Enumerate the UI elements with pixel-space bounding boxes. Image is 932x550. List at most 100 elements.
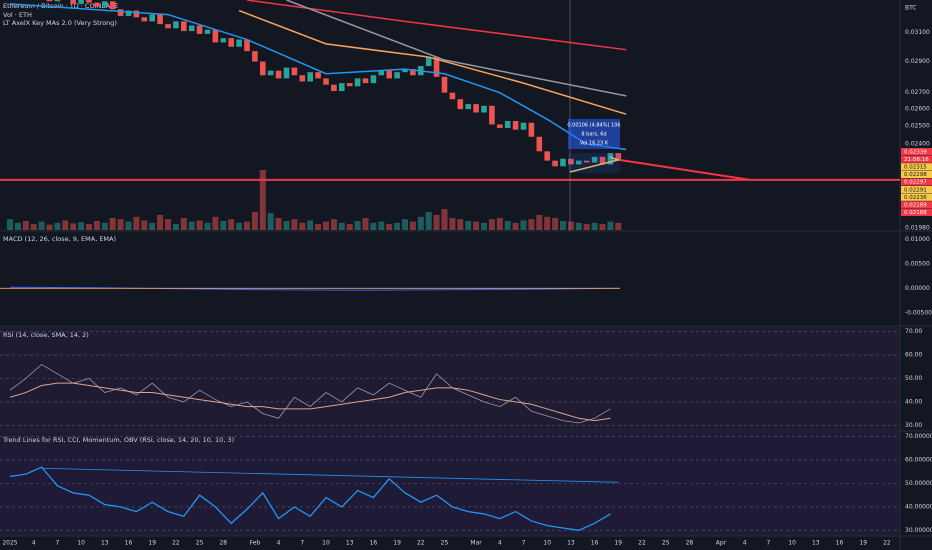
- time-label: 10: [77, 540, 85, 547]
- candle: [402, 69, 408, 73]
- candle: [410, 69, 416, 76]
- volume-bar: [196, 220, 203, 230]
- volume-bar: [575, 222, 582, 230]
- volume-bar: [425, 212, 432, 230]
- volume-bar: [54, 222, 61, 230]
- rsi-title: RSI (14, close, SMA, 14, 2): [3, 331, 89, 339]
- vol-label: Vol · ETH: [3, 11, 32, 19]
- candle: [354, 78, 361, 87]
- volume-bar: [488, 219, 495, 230]
- candle: [70, 0, 76, 4]
- time-label: 22: [638, 540, 646, 547]
- price-tag: [901, 178, 932, 186]
- price-tick: 0.02600: [905, 106, 930, 113]
- ma-label: LT AxelX Key MAs 2.0 (Very Strong): [3, 19, 117, 27]
- volume-bar: [346, 224, 353, 230]
- candle: [283, 67, 290, 79]
- price-tick: 0.02900: [905, 58, 930, 65]
- candle: [576, 160, 582, 165]
- time-label: 4: [498, 540, 502, 547]
- volume-bar: [7, 219, 13, 230]
- candle: [370, 75, 377, 84]
- currency: BTC: [905, 5, 917, 12]
- volume-bar: [46, 224, 53, 230]
- time-label: 16: [370, 540, 378, 547]
- pane-tick: 60.00000: [905, 457, 932, 464]
- volume-bar: [180, 218, 187, 230]
- candle: [54, 0, 61, 2]
- volume-bar: [62, 220, 69, 230]
- candle: [457, 99, 464, 110]
- volume-bar: [433, 215, 440, 230]
- volume-bar: [441, 209, 448, 230]
- volume-bar: [560, 221, 566, 230]
- price-tag-label: 0.02189: [904, 203, 927, 209]
- volume-bar: [283, 221, 290, 230]
- macd-title: MACD (12, 26, close, 9, EMA, EMA): [3, 235, 116, 243]
- time-label: 28: [219, 540, 227, 547]
- volume-bar: [228, 219, 235, 230]
- candle: [544, 151, 550, 161]
- volume-bar: [93, 221, 100, 230]
- price-tag-label: 21:08:16: [904, 157, 929, 163]
- candle: [615, 153, 622, 161]
- candle: [125, 10, 132, 16]
- candle: [497, 124, 503, 128]
- candle: [552, 160, 558, 167]
- time-label: 7: [55, 540, 59, 547]
- price-tag: [901, 155, 932, 163]
- candle: [425, 57, 432, 67]
- volume-bar: [409, 221, 416, 230]
- time-label: Apr: [716, 540, 727, 547]
- volume-bar: [188, 221, 195, 230]
- price-tag-label: 0.02339: [904, 149, 927, 155]
- pane-tick: 70.00: [905, 328, 922, 335]
- trend-line: [619, 159, 751, 181]
- pane-tick: 40.00: [905, 398, 922, 405]
- candle: [599, 156, 606, 165]
- volume-bar: [615, 222, 622, 230]
- moving-average: [9, 3, 627, 151]
- measure-box: [568, 119, 620, 149]
- volume-bar: [275, 218, 282, 230]
- measure-text: 0.00106 (4.84%) 106: [567, 123, 620, 129]
- candle: [299, 75, 306, 82]
- candle: [323, 78, 329, 85]
- candle: [481, 105, 487, 113]
- volume-bar: [117, 219, 124, 230]
- time-label: 13: [101, 540, 109, 547]
- volume-bar: [481, 222, 487, 230]
- volume-bar: [607, 221, 614, 230]
- candle: [102, 1, 108, 7]
- candle: [473, 104, 479, 113]
- volume-bar: [386, 224, 393, 230]
- candle: [528, 122, 535, 137]
- time-label: 4: [743, 540, 747, 547]
- price-tag: [901, 148, 932, 156]
- volume-bar: [567, 221, 574, 230]
- pane-tick: 30.00000: [905, 527, 932, 534]
- symbol: Ethereum / Bitcoin · 1D · COINBASE: [3, 2, 118, 10]
- volume-bar: [14, 222, 21, 230]
- rsi-ma: [9, 382, 611, 422]
- candle: [157, 14, 163, 25]
- volume-bar: [149, 222, 156, 230]
- candle: [188, 25, 195, 32]
- time-label: 16: [591, 540, 599, 547]
- candle: [339, 83, 345, 92]
- candle: [94, 2, 100, 7]
- volume-bar: [528, 219, 535, 230]
- price-tag-label: 0.02291: [904, 187, 927, 193]
- volume-bar: [591, 222, 598, 230]
- price-tick: 0.02500: [905, 123, 930, 130]
- volume-bar: [125, 221, 132, 230]
- trend-resistance: [41, 467, 619, 483]
- volume-bar: [583, 224, 590, 230]
- candle: [441, 76, 448, 93]
- candle: [78, 0, 84, 4]
- volume-bar: [402, 219, 408, 230]
- candle: [275, 70, 282, 79]
- arrow: [569, 156, 621, 173]
- time-label: 10: [788, 540, 796, 547]
- candle: [244, 39, 250, 52]
